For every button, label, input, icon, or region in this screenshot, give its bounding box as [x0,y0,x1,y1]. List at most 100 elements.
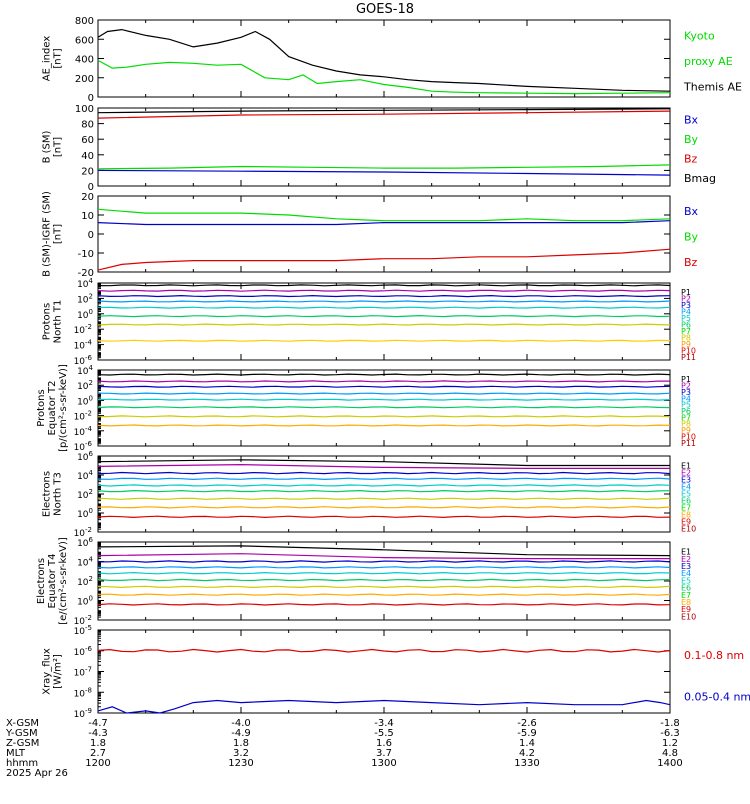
y-axis-label: North T1 [53,300,64,344]
legend-entry: Bmag [684,172,716,185]
y-tick-label: 104 [77,469,93,482]
y-tick-label: 10-4 [74,425,93,438]
y-tick-label: 400 [75,55,94,66]
y-tick-label: 102 [77,488,93,501]
series-e5 [98,485,670,486]
series-p6 [98,316,670,317]
y-tick-label: -10 [78,249,94,260]
y-tick-label: 100 [75,104,94,115]
series-bx [98,170,670,175]
series-p3 [98,296,670,297]
y-tick-label: 102 [77,379,93,392]
series-by [98,209,670,220]
y-tick-label: 100 [77,595,93,608]
y-tick-label: 10-8 [74,686,92,699]
orbit-cell: 1300 [371,758,396,769]
series-e2 [98,554,670,559]
series-p1 [98,285,670,286]
panel-8: 10-910-810-710-610-5Xray_flux[W/m²]0.1-0… [42,624,750,720]
series-e4 [98,567,670,568]
series-p7 [98,324,670,325]
y-tick-label: 10-6 [74,645,93,658]
series-p7 [98,416,670,417]
series-e8 [98,507,670,508]
y-axis-label: [nT] [53,48,64,68]
y-tick-label: 10-7 [74,666,92,679]
y-axis-label: [e/(cm²-s-sr-keV)] [58,537,69,625]
orbit-cell: 1230 [228,758,253,769]
series-p2 [98,381,670,382]
chart-title: GOES-18 [356,2,414,17]
y-tick-label: 80 [81,120,94,131]
y-axis-label: B (SM) [42,130,53,163]
legend-entry: P11 [681,439,696,448]
y-tick-label: 10 [81,211,94,222]
y-tick-label: 100 [77,394,93,407]
y-axis-label: Xray_flux [42,648,53,695]
legend-entry: P11 [681,353,696,362]
series-e6 [98,491,670,492]
y-axis-label: [nT] [53,137,64,157]
legend-entry: Kyoto [684,29,715,42]
series-p3 [98,386,670,387]
legend-entry: E10 [681,525,696,534]
legend-entry: Bz [684,256,698,269]
series-e6 [98,579,670,580]
y-tick-label: 10-4 [74,339,93,352]
series-e9 [98,516,670,517]
legend-entry: 0.05-0.4 nm [684,690,750,703]
series-by [98,165,670,169]
y-tick-label: 0 [88,93,94,104]
y-tick-label: 800 [75,16,94,27]
y-axis-label: Protons [36,389,47,426]
y-tick-label: 104 [77,556,93,569]
legend-entry: Bx [684,114,699,127]
series-e4 [98,478,670,479]
orbit-cell: 1330 [514,758,539,769]
y-tick-label: 0 [88,230,94,241]
series-p4 [98,393,670,394]
y-axis-label: [W/m²] [53,654,64,689]
legend-entry: proxy AE [684,55,733,68]
y-tick-label: 100 [77,507,93,520]
series-e3 [98,473,670,474]
series-p4 [98,301,670,302]
legend-entry: Themis AE [683,81,742,94]
y-tick-label: 20 [81,192,94,203]
series-p9 [98,425,670,426]
y-tick-label: 60 [81,135,94,146]
y-axis-label: Electrons [36,558,47,604]
series-e7 [98,498,670,499]
y-axis-label: [p/(cm²-s-sr-keV)] [58,364,69,452]
y-axis-label: Equator T2 [47,381,58,436]
y-tick-label: 10-2 [74,410,92,423]
orbit-row-label: 2025 Apr 26 [6,768,68,779]
y-tick-label: 102 [77,575,93,588]
y-tick-label: 200 [75,74,94,85]
legend-entry: Bz [684,153,698,166]
y-tick-label: 100 [77,308,93,321]
panel-frame [98,20,670,97]
series-0-1-0-8-nm [98,650,670,653]
y-axis-label: [nT] [53,224,64,244]
series-e7 [98,586,670,587]
legend-entry: By [684,133,699,146]
y-axis-label: AE_index [42,36,53,82]
orbit-cell: 1200 [85,758,110,769]
series-p9 [98,340,670,341]
orbit-cell: 1400 [657,758,682,769]
y-axis-label: Electrons [42,471,53,517]
y-tick-label: 10-2 [74,323,92,336]
legend-entry: Bx [684,205,699,218]
y-tick-label: 102 [77,292,93,305]
series-themis-ae [98,30,670,92]
